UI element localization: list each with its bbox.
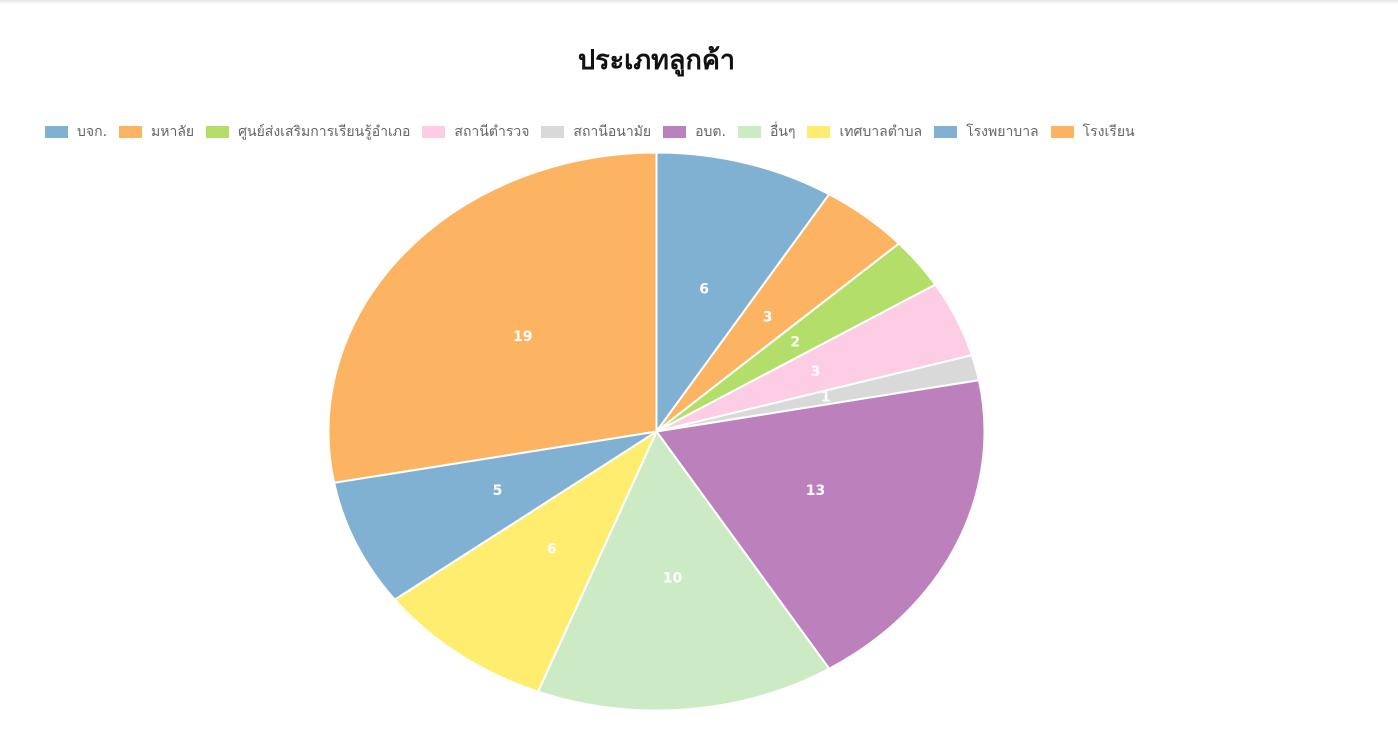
legend-swatch — [663, 126, 687, 138]
chart-title: ประเภทลูกค้า — [577, 45, 736, 76]
legend-item[interactable]: อื่นๆ — [737, 121, 796, 143]
legend-label: สถานีอนามัย — [573, 124, 652, 140]
legend-item[interactable]: ศูนย์ส่งเสริมการเรียนรู้อำเภอ — [206, 121, 410, 143]
pie-slice[interactable] — [393, 428, 659, 693]
legend-swatch — [737, 126, 761, 138]
slice-value-label: 3 — [811, 364, 821, 380]
legend-swatch — [934, 126, 958, 138]
legend-swatch — [45, 126, 68, 138]
legend-item[interactable]: เทศบาลตำบล — [807, 121, 922, 143]
legend-item[interactable]: อบต. — [663, 121, 726, 143]
slice-value-label: 2 — [790, 334, 800, 350]
slice-value-label: 13 — [806, 483, 825, 499]
legend-item[interactable]: โรงเรียน — [1050, 121, 1135, 143]
slice-value-label: 1 — [821, 390, 831, 406]
legend-item[interactable]: โรงพยาบาล — [934, 121, 1039, 143]
pie-slice[interactable] — [327, 151, 658, 484]
legend-item[interactable]: มหาลัย — [119, 121, 194, 143]
pie-slice[interactable] — [536, 429, 831, 712]
legend-swatch — [807, 126, 831, 138]
pie-slice[interactable] — [332, 430, 658, 601]
legend-swatch — [422, 126, 446, 138]
slice-value-label: 6 — [699, 281, 709, 297]
legend-label: อบต. — [695, 124, 726, 140]
legend-label: ศูนย์ส่งเสริมการเรียนรู้อำเภอ — [238, 124, 411, 140]
legend-item[interactable]: สถานีตำรวจ — [422, 121, 529, 143]
legend-swatch — [541, 126, 565, 138]
legend-item[interactable]: สถานีอนามัย — [541, 121, 651, 143]
slice-value-label: 19 — [513, 329, 532, 345]
legend-label: เทศบาลตำบล — [839, 124, 923, 140]
legend-label: โรงเรียน — [1082, 124, 1135, 140]
slice-value-label: 5 — [493, 483, 503, 499]
legend-label: อื่นๆ — [769, 124, 796, 140]
chart-legend: บจก. มหาลัย ศูนย์ส่งเสริมการเรียนรู้อำเภอ ส… — [45, 121, 1147, 143]
legend-label: โรงพยาบาล — [966, 124, 1039, 140]
legend-swatch — [1050, 126, 1074, 138]
slice-value-label: 3 — [763, 310, 773, 326]
pie-slice[interactable] — [655, 151, 831, 435]
pie-slice[interactable] — [654, 379, 986, 670]
slice-value-label: 6 — [547, 542, 557, 558]
top-shadow — [0, 0, 1398, 4]
legend-label: บจก. — [77, 124, 108, 140]
slice-value-label: 10 — [663, 571, 683, 587]
legend-label: สถานีตำรวจ — [454, 124, 530, 140]
legend-swatch — [206, 126, 230, 138]
legend-item[interactable]: บจก. — [45, 121, 107, 143]
legend-label: มหาลัย — [151, 124, 195, 140]
legend-swatch — [119, 126, 143, 138]
